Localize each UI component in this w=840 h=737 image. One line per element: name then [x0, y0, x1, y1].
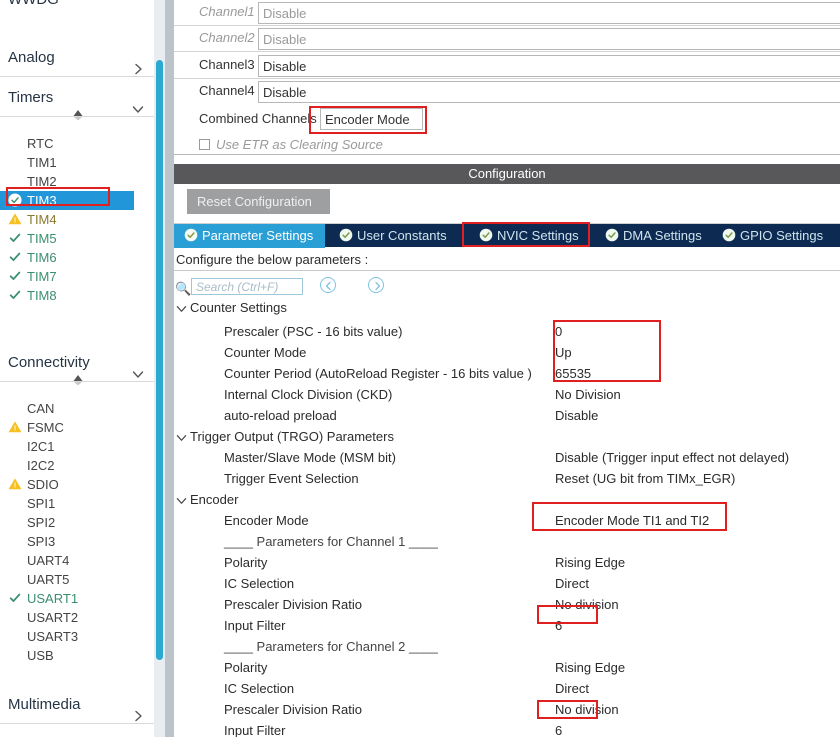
svg-text:!: ! [14, 483, 16, 490]
svg-text:!: ! [14, 426, 16, 433]
svg-text:!: ! [14, 218, 16, 225]
